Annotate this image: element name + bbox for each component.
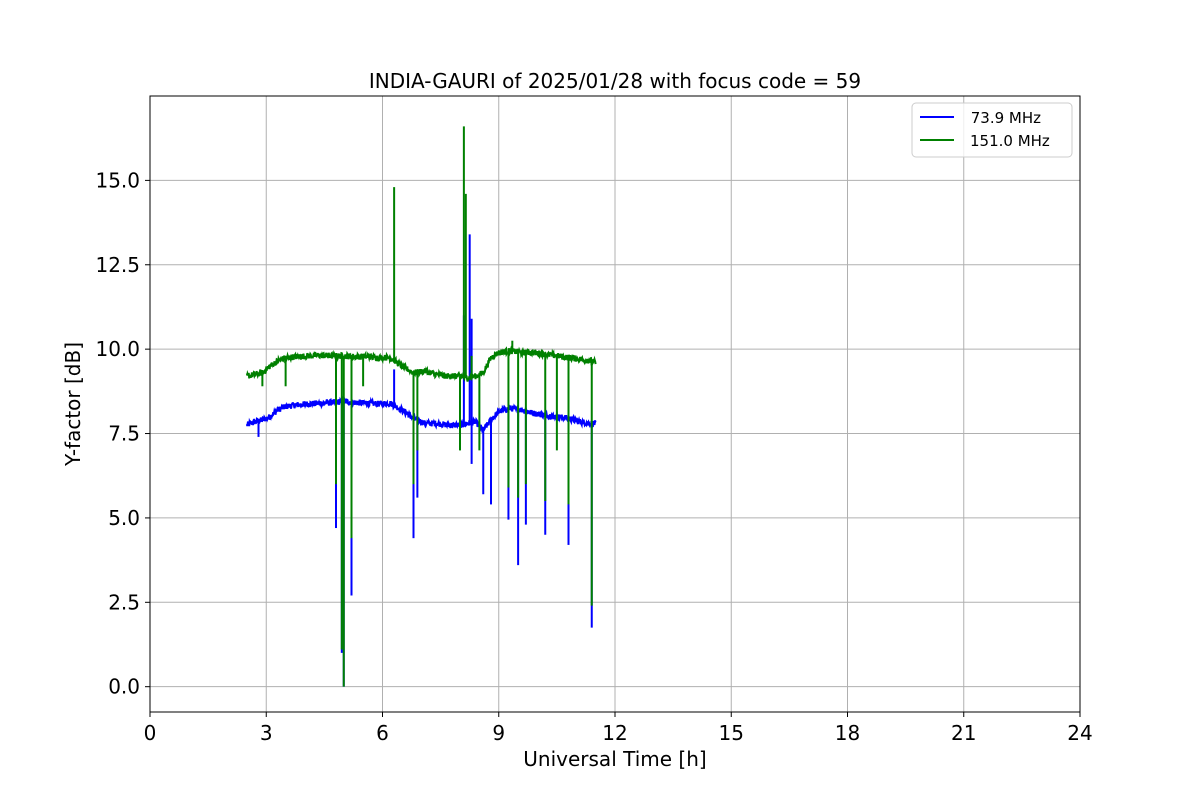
x-tick-label: 12 [602,721,627,745]
chart-title: INDIA-GAURI of 2025/01/28 with focus cod… [369,69,861,93]
y-tick-label: 7.5 [108,422,140,446]
y-tick-label: 15.0 [95,168,140,192]
y-axis: 0.0 2.5 5.0 7.5 10.0 12.5 15.0 [95,168,150,699]
y-tick-label: 0.0 [108,675,140,699]
y-tick-label: 2.5 [108,590,140,614]
x-tick-label: 9 [492,721,505,745]
series-line-151-0-mhz [245,345,597,382]
series-line-73-9-mhz [245,395,597,434]
x-tick-label: 24 [1067,721,1092,745]
x-tick-label: 21 [951,721,976,745]
series-layer [245,126,597,687]
x-axis: 0 3 6 9 12 15 18 21 24 [144,712,1093,745]
legend-label-151-0-mhz: 151.0 MHz [970,132,1050,150]
legend: 73.9 MHz 151.0 MHz [911,102,1073,158]
x-tick-label: 3 [260,721,273,745]
legend-label-73-9-mhz: 73.9 MHz [966,109,1041,127]
x-axis-label: Universal Time [h] [523,747,706,771]
x-tick-label: 18 [835,721,860,745]
x-tick-label: 6 [376,721,389,745]
y-axis-label: Y-factor [dB] [61,342,85,467]
x-tick-label: 15 [719,721,744,745]
y-tick-label: 12.5 [95,253,140,277]
x-tick-label: 0 [144,721,157,745]
y-tick-label: 10.0 [95,337,140,361]
y-tick-label: 5.0 [108,506,140,530]
